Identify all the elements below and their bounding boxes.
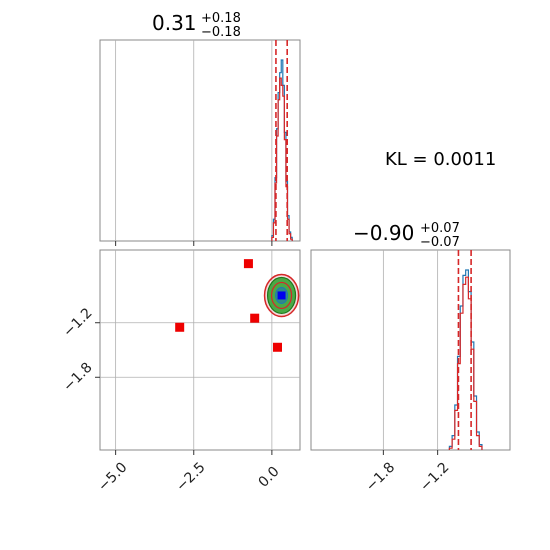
y-tick-label: −1.8 xyxy=(60,360,95,395)
kl-annotation: KL = 0.0011 xyxy=(385,149,496,170)
histogram-series-1 xyxy=(448,276,483,450)
x-tick-label: −1.8 xyxy=(363,459,398,494)
panel-bottom-left-frame xyxy=(99,249,301,451)
panel-bottom-right-frame xyxy=(310,249,511,451)
title-top-left-sub: −0.18 xyxy=(201,25,241,40)
title-top-left-main: 0.31 xyxy=(152,11,197,35)
title-bottom-right-main: −0.90 xyxy=(353,221,414,245)
blue-marker xyxy=(277,291,286,300)
top-left-histogram xyxy=(115,40,293,246)
red-marker xyxy=(250,313,260,323)
panel-top-left-frame xyxy=(99,39,301,242)
title-top-left-sup: +0.18 xyxy=(201,11,241,26)
red-marker xyxy=(273,342,282,352)
red-marker xyxy=(243,259,253,269)
title-bottom-right-sup: +0.07 xyxy=(420,221,460,236)
x-tick-label: −5.0 xyxy=(95,459,130,494)
histogram-series-1 xyxy=(271,77,293,241)
red-marker xyxy=(175,322,185,332)
title-top-left: 0.31 xyxy=(152,11,197,35)
contour-inner xyxy=(270,281,293,310)
y-tick-label: −1.2 xyxy=(60,305,95,340)
title-bottom-right-sub: −0.07 xyxy=(420,235,460,250)
x-tick-label: −1.2 xyxy=(417,459,452,494)
x-tick-label: 0.0 xyxy=(256,464,283,491)
x-tick-label: −2.5 xyxy=(173,459,208,494)
